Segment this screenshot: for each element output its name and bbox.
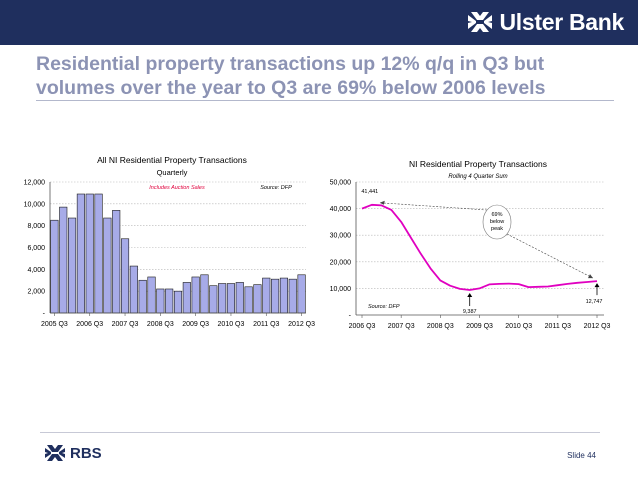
right-series-line: [361, 203, 598, 291]
callout-text: below: [490, 219, 504, 225]
right-chart-source: Source: DFP: [368, 304, 400, 310]
right-y-tick-label: 30,000: [330, 233, 352, 240]
left-bar: [288, 278, 297, 314]
right-y-tick-label: 40,000: [330, 206, 352, 213]
left-bar: [297, 274, 306, 314]
daggers-icon: [468, 12, 493, 32]
left-bar: [191, 276, 200, 314]
callout-text: 69%: [491, 212, 502, 218]
left-bar: [209, 285, 218, 314]
left-bar: [50, 219, 59, 314]
left-bar: [68, 217, 77, 314]
callout-arrow-peak: [379, 202, 488, 211]
callout-arrowhead-latest: [588, 274, 593, 279]
left-chart-note: Includes Auction Sales: [149, 185, 205, 191]
left-bar: [173, 290, 183, 314]
left-bar: [226, 283, 236, 314]
left-x-tick-label: 2006 Q3: [76, 321, 103, 328]
right-x-tick-label: 2006 Q3: [349, 323, 376, 330]
ulster-bank-logo: Ulster Bank: [467, 9, 624, 35]
left-y-tick-label: -: [43, 311, 46, 318]
callout-arrow-latest: [506, 233, 594, 279]
right-x-tick-label: 2011 Q3: [545, 323, 571, 330]
trough-arrowhead: [467, 293, 473, 298]
left-y-tick-label: 6,000: [27, 245, 45, 252]
right-y-tick-label: -: [349, 313, 352, 320]
left-bar: [94, 193, 103, 314]
left-bar: [138, 279, 147, 314]
left-bar: [244, 286, 253, 314]
brand-name: Ulster Bank: [499, 8, 624, 35]
right-y-tick-label: 20,000: [330, 259, 352, 266]
title-line-1: Residential property transactions up 12%…: [36, 53, 545, 75]
left-y-tick-label: 4,000: [27, 267, 45, 274]
left-x-tick-label: 2010 Q3: [218, 321, 245, 328]
left-bar: [147, 276, 156, 314]
left-bar: [103, 217, 112, 314]
right-chart-title: NI Residential Property Transactions: [409, 159, 547, 169]
callout-arrowhead-peak: [379, 200, 385, 205]
left-bar: [112, 210, 121, 314]
latest-arrowhead: [594, 283, 600, 288]
left-x-tick-label: 2008 Q3: [147, 321, 174, 328]
slide-number: Slide 44: [567, 451, 596, 460]
left-chart: All NI Residential Property Transactions…: [24, 155, 316, 328]
right-chart-subtitle: Rolling 4 Quarter Sum: [448, 174, 507, 180]
left-x-tick-label: 2012 Q3: [288, 321, 315, 328]
left-bar: [218, 283, 227, 314]
left-x-tick-label: 2011 Q3: [253, 321, 279, 328]
title-line-2: volumes over the year to Q3 are 69% belo…: [36, 77, 546, 99]
left-bar: [85, 193, 94, 314]
right-x-tick-label: 2008 Q3: [427, 323, 454, 330]
right-y-tick-label: 50,000: [330, 180, 352, 187]
rbs-logo: RBS: [44, 444, 102, 462]
left-x-tick-label: 2005 Q3: [41, 321, 68, 328]
right-chart: NI Residential Property Transactions Rol…: [330, 159, 611, 330]
left-bar: [156, 288, 165, 314]
left-bar: [200, 274, 209, 314]
page-title: Residential property transactions up 12%…: [36, 52, 616, 100]
title-divider: [36, 100, 614, 101]
left-bar: [120, 238, 130, 314]
left-bar: [182, 282, 191, 314]
peak-label: 41,441: [361, 189, 378, 195]
left-bar: [253, 284, 262, 314]
left-bar: [129, 265, 138, 314]
callout-bubble: [482, 204, 512, 240]
left-chart-subtitle: Quarterly: [157, 168, 188, 177]
left-x-tick-label: 2009 Q3: [182, 321, 209, 328]
right-x-tick-label: 2009 Q3: [466, 323, 493, 330]
right-x-tick-label: 2012 Q3: [584, 323, 611, 330]
left-x-tick-label: 2007 Q3: [112, 321, 139, 328]
footer-divider: [40, 432, 600, 433]
footer-brand-name: RBS: [70, 444, 102, 462]
left-y-tick-label: 12,000: [24, 180, 46, 187]
left-bar: [235, 282, 244, 314]
left-bar: [76, 193, 85, 314]
left-bar: [59, 206, 68, 314]
left-bar: [279, 277, 288, 314]
trough-label: 9,387: [463, 309, 477, 315]
left-y-tick-label: 10,000: [24, 201, 46, 208]
left-y-tick-label: 2,000: [27, 289, 45, 296]
right-y-tick-label: 10,000: [330, 286, 352, 293]
left-bar: [165, 288, 174, 314]
left-bar: [271, 278, 280, 314]
header-banner: [0, 0, 638, 45]
right-x-tick-label: 2007 Q3: [388, 323, 415, 330]
left-chart-title: All NI Residential Property Transactions: [97, 155, 247, 165]
latest-label: 12,747: [586, 299, 603, 305]
left-y-tick-label: 8,000: [27, 223, 45, 230]
callout-text: peak: [491, 226, 503, 232]
right-x-tick-label: 2010 Q3: [505, 323, 532, 330]
left-chart-source: Source: DFP: [260, 185, 292, 191]
left-bar: [262, 277, 271, 314]
daggers-icon: [45, 445, 65, 461]
